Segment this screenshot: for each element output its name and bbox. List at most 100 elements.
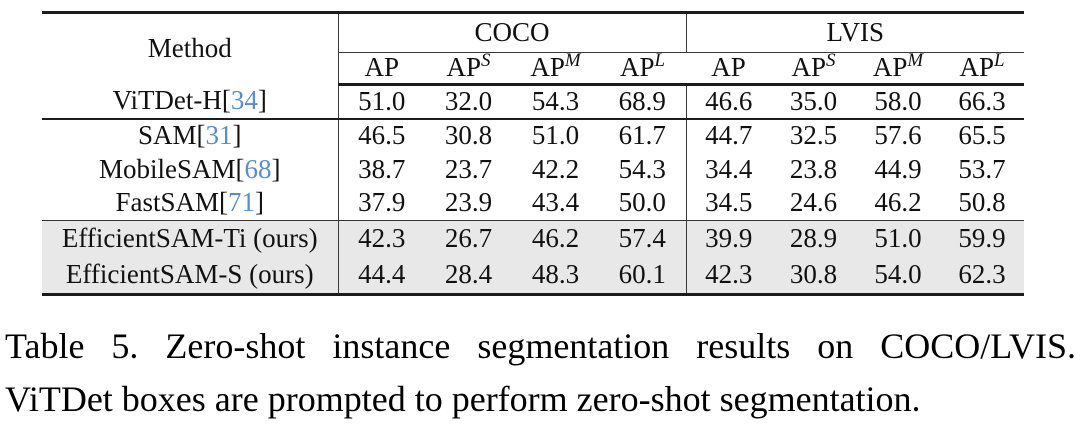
method-cell: FastSAM[71] (42, 186, 339, 221)
metric-value-cell: 46.6 (686, 84, 772, 120)
metric-value-cell: 60.1 (599, 257, 687, 295)
cite-bracket-open: [ (219, 187, 229, 218)
citation-link[interactable]: 68 (244, 153, 272, 184)
metric-label: AP (711, 52, 746, 83)
citation-link[interactable]: 71 (228, 187, 256, 218)
metric-value-cell: 53.7 (958, 153, 1006, 184)
metric-value-cell: 44.4 (338, 257, 425, 295)
metric-value-cell: 68.9 (599, 84, 687, 120)
metric-value-cell: 30.8 (771, 257, 857, 295)
header-row-groups: Method COCO LVIS (42, 12, 1025, 85)
citation-link[interactable]: 34 (230, 85, 258, 116)
method-name: FastSAM (115, 187, 220, 218)
method-name: MobileSAM (98, 153, 236, 184)
metric-value-cell: 23.8 (789, 153, 838, 184)
col-header-coco-ap-l: APL (599, 52, 687, 86)
metric-label: AP (959, 52, 995, 83)
method-cell: EfficientSAM-S (ours) (42, 257, 339, 295)
cite-bracket-close: ] (255, 187, 265, 218)
method-name: EfficientSAM-S (ours) (65, 259, 314, 290)
metric-value-cell: 57.6 (874, 120, 922, 151)
metric-value-cell: 61.7 (599, 118, 687, 153)
metric-value-cell: 46.5 (358, 120, 406, 151)
col-header-lvis-ap: AP (686, 52, 772, 86)
metric-value-cell: 66.3 (940, 84, 1025, 120)
metric-value-cell: 54.3 (599, 152, 687, 187)
col-header-coco-ap: AP (338, 52, 425, 86)
metric-value-cell: 51.0 (856, 220, 941, 258)
metric-value-cell: 59.9 (940, 220, 1025, 258)
row-fastsam: FastSAM[71] 37.9 23.9 43.4 50.0 34.5 24.… (42, 186, 1025, 221)
metric-value-cell: 35.0 (771, 84, 857, 120)
metric-value-cell: 44.9 (874, 153, 922, 184)
metric-value-cell: 50.8 (940, 186, 1025, 221)
metric-value-cell: 43.4 (512, 186, 599, 221)
col-group-lvis: LVIS (686, 12, 1025, 53)
method-name: EfficientSAM-Ti (ours) (61, 223, 318, 254)
cite-bracket-close: ] (257, 85, 267, 116)
metric-value-cell: 57.4 (599, 220, 687, 258)
results-table: Method COCO LVIS AP APS APM APL AP APS A… (42, 11, 1025, 296)
metric-value-cell: 46.2 (856, 186, 941, 221)
cite-bracket-open: [ (196, 120, 206, 151)
col-header-coco-ap-s: APS (425, 52, 512, 86)
col-header-coco-ap-m: APM (512, 52, 599, 86)
metric-value-cell: 42.2 (531, 153, 580, 184)
metric-value-cell: 65.5 (958, 120, 1006, 151)
metric-value-cell: 42.3 (686, 257, 772, 295)
metric-value-cell: 23.9 (425, 186, 512, 221)
col-header-lvis-ap-m: APM (856, 52, 941, 86)
method-cell: ViTDet-H[34] (42, 84, 339, 120)
metric-value-cell: 42.3 (338, 220, 425, 258)
metric-sup: L (994, 52, 1005, 72)
metric-label: AP (791, 52, 827, 83)
metric-value-cell: 28.9 (771, 220, 857, 258)
method-cell: SAM[31] (42, 118, 339, 153)
metric-value-cell: 32.5 (789, 120, 838, 151)
method-cell: MobileSAM[68] (42, 152, 339, 187)
metric-sup: M (564, 52, 581, 72)
metric-value-cell: 39.9 (686, 220, 772, 258)
row-efficientsam-ti: EfficientSAM-Ti (ours) 42.3 26.7 46.2 57… (42, 220, 1025, 258)
row-efficientsam-s: EfficientSAM-S (ours) 44.4 28.4 48.3 60.… (42, 257, 1025, 295)
metric-label: AP (619, 52, 655, 83)
metric-label: AP (364, 52, 399, 83)
col-group-coco: COCO (338, 12, 687, 53)
metric-value-cell: 26.7 (425, 220, 512, 258)
metric-sup: L (654, 52, 666, 72)
metric-value-cell: 62.3 (940, 257, 1025, 295)
metric-sup: M (907, 52, 924, 72)
metric-value-cell: 58.0 (856, 84, 941, 120)
caption-line-2: ViTDet boxes are prompted to perform zer… (5, 379, 921, 419)
metric-value-cell: 50.0 (599, 186, 687, 221)
metric-value-cell: 51.0 (338, 84, 425, 120)
table-caption: Table 5. Zero-shot instance segmentation… (5, 320, 1076, 426)
metric-label: AP (446, 52, 482, 83)
metric-value-cell: 24.6 (771, 186, 857, 221)
cite-bracket-open: [ (221, 85, 231, 116)
row-vitdet-h: ViTDet-H[34] 51.0 32.0 54.3 68.9 46.6 35… (42, 84, 1025, 120)
method-name: ViTDet-H (112, 85, 222, 116)
row-mobilesam: MobileSAM[68] 38.7 23.7 42.2 54.3 34.4 2… (42, 152, 1024, 187)
col-header-method: Method (42, 12, 339, 85)
row-sam: SAM[31] 46.5 30.8 51.0 61.7 44.7 32.5 57… (42, 118, 1024, 153)
metric-label: AP (530, 52, 565, 83)
metric-value-cell: 54.3 (512, 84, 599, 120)
method-name: SAM (137, 120, 197, 151)
metric-value-cell: 54.0 (856, 257, 941, 295)
metric-value-cell: 38.7 (358, 153, 406, 184)
metric-sup: S (826, 52, 836, 72)
metric-value-cell: 30.8 (444, 120, 493, 151)
header-row-metrics: AP APS APM APL AP APS APM APL (42, 52, 1025, 86)
metric-value-cell: 23.7 (444, 153, 493, 184)
metric-label: AP (872, 52, 908, 83)
metric-value-cell: 34.5 (686, 186, 772, 221)
col-header-lvis-ap-l: APL (940, 52, 1025, 86)
metric-value-cell: 32.0 (425, 84, 512, 120)
metric-value-cell: 48.3 (512, 257, 599, 295)
citation-link[interactable]: 31 (205, 120, 233, 151)
metric-sup: S (481, 52, 491, 72)
cite-bracket-open: [ (235, 153, 245, 184)
method-cell: EfficientSAM-Ti (ours) (42, 220, 339, 258)
